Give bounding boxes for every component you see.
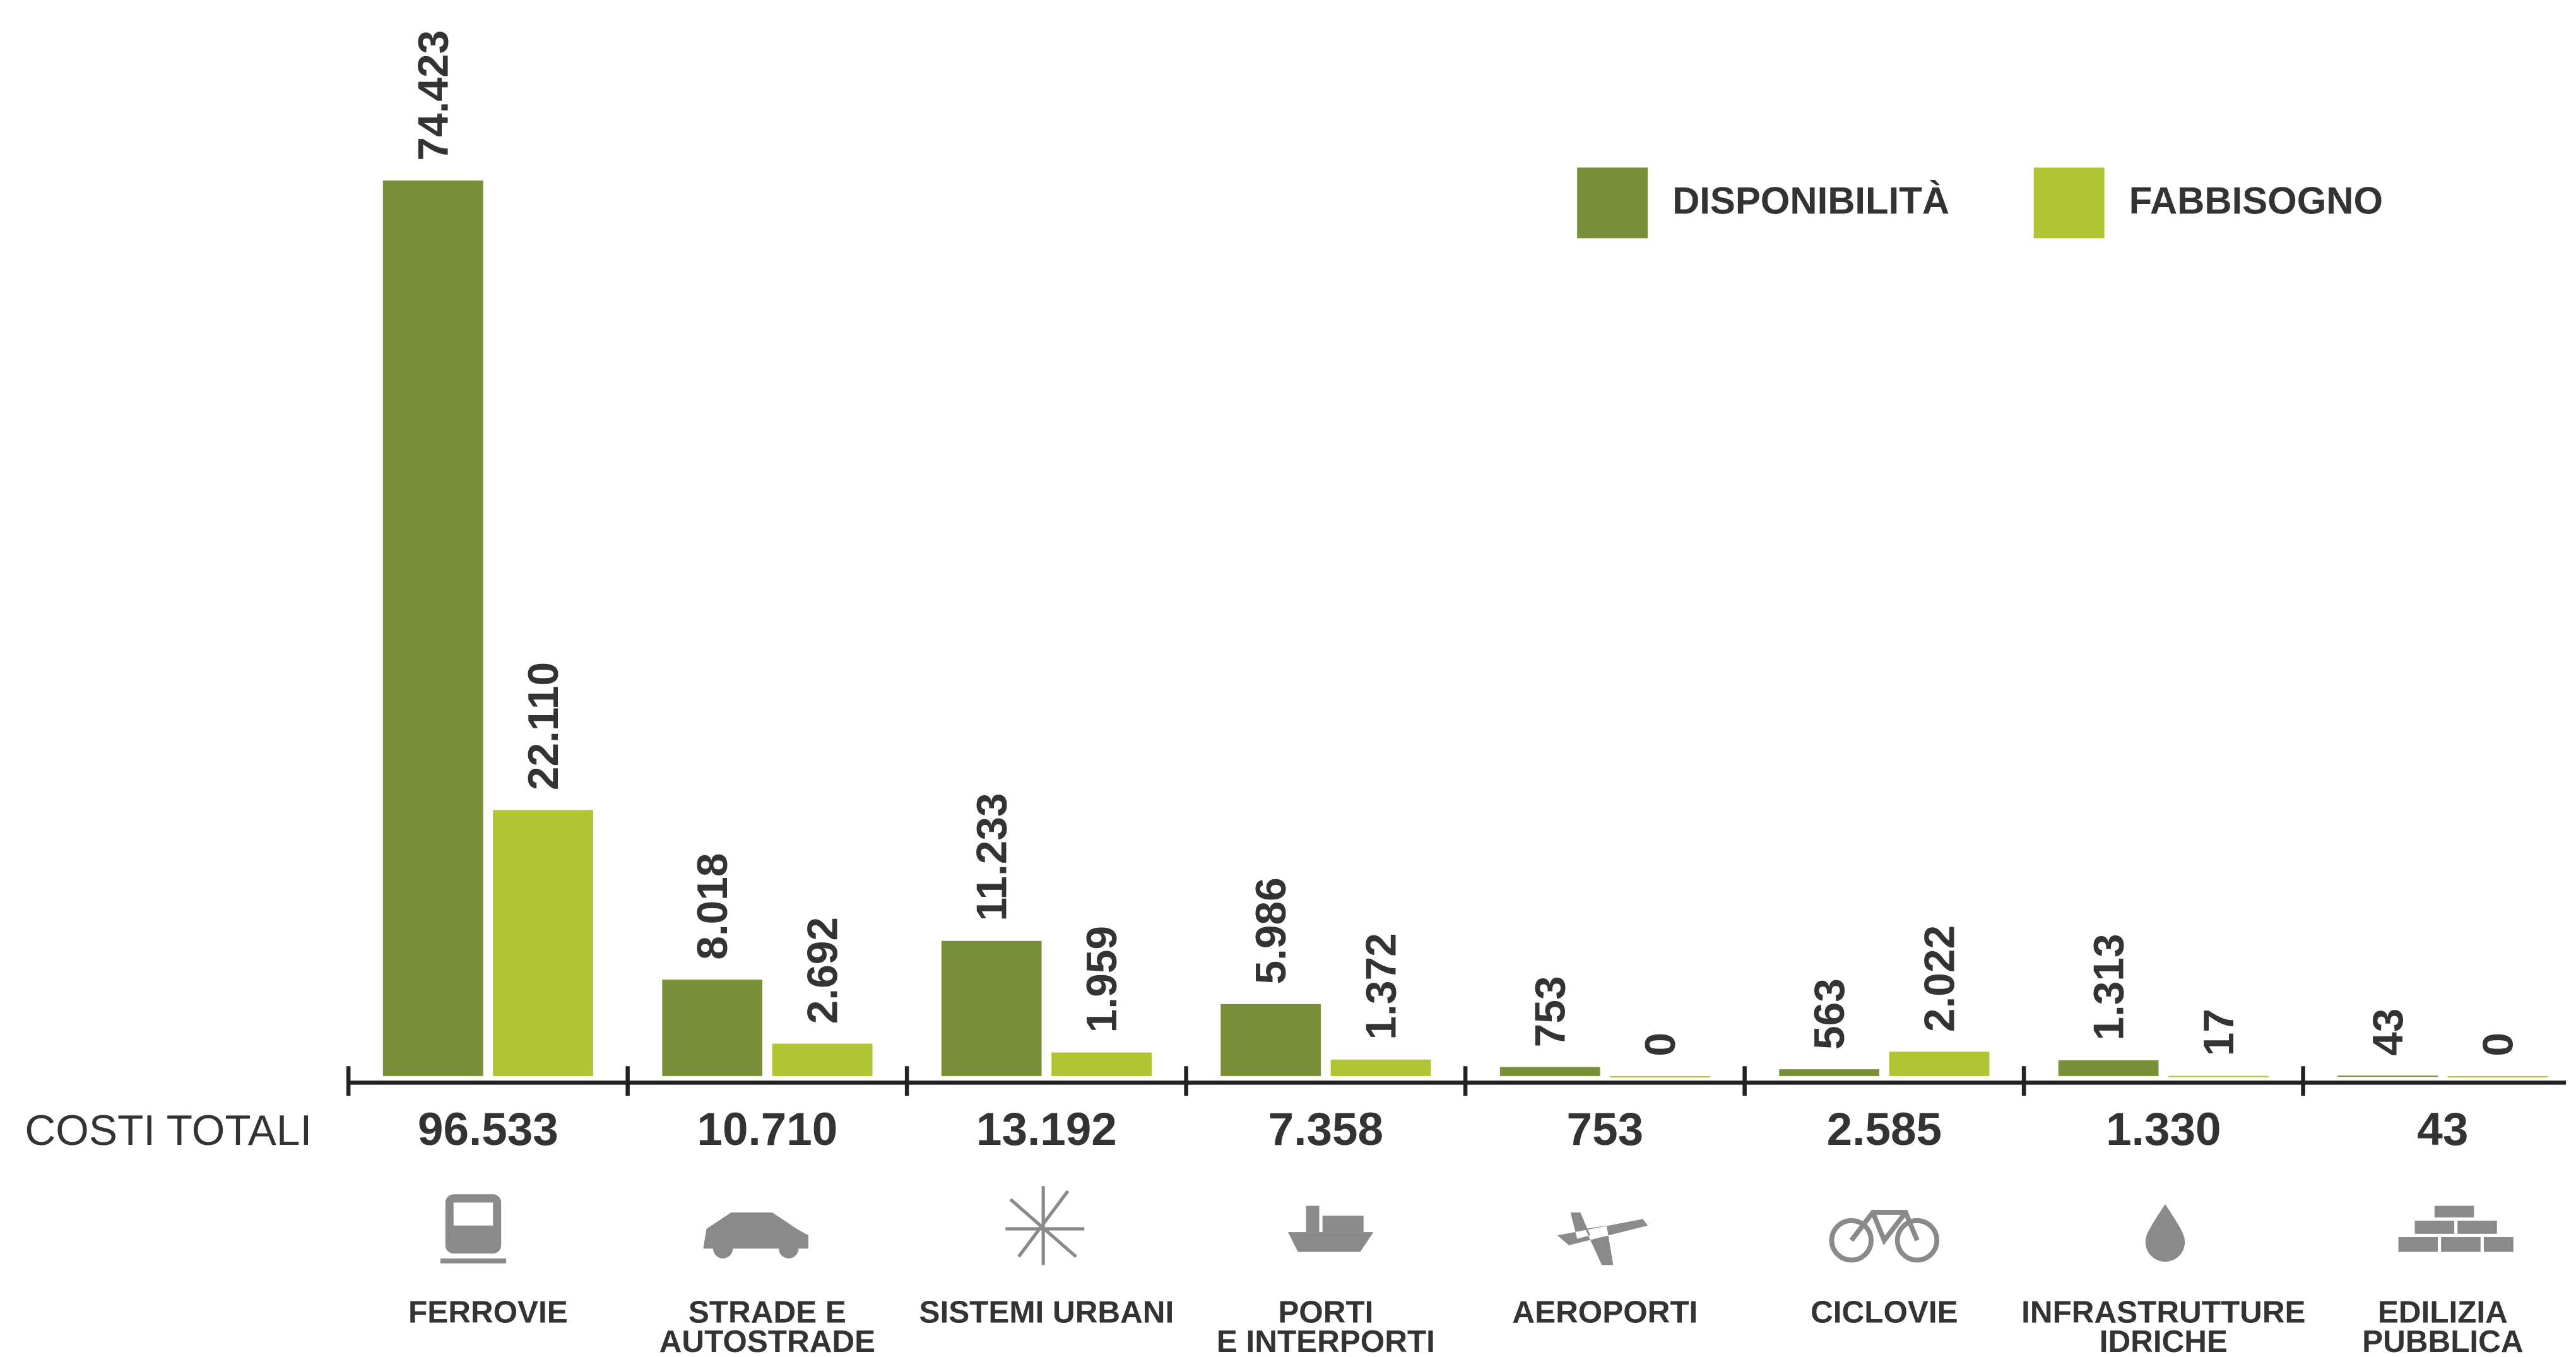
category-label: E INTERPORTI [1217, 1324, 1435, 1357]
value-label: 8.018 [689, 853, 736, 959]
category-label: CICLOVIE [1811, 1295, 1958, 1329]
icon-drop [2145, 1204, 2185, 1262]
icon-plane [1557, 1212, 1648, 1265]
category-label: INFRASTRUTTURE [2021, 1295, 2305, 1329]
value-label: 753 [1527, 976, 1575, 1047]
legend-swatch [1577, 167, 1648, 239]
icon-train-window [453, 1202, 493, 1226]
total-label: 43 [2417, 1104, 2468, 1155]
category-label: PORTI [1278, 1295, 1373, 1329]
icon-containers [1322, 1216, 1364, 1233]
bar [1499, 1067, 1600, 1076]
icon-wheel [779, 1238, 799, 1259]
bar [2168, 1076, 2269, 1077]
icon-ship-tower [1306, 1206, 1320, 1233]
bar [1779, 1069, 1880, 1076]
bar [382, 180, 483, 1076]
value-label: 5.986 [1248, 877, 1295, 984]
icon-car [703, 1212, 808, 1249]
total-label: 10.710 [697, 1104, 837, 1155]
icon-ship [1288, 1232, 1374, 1252]
bar [2337, 1076, 2438, 1077]
legend-label: DISPONIBILITÀ [1672, 179, 1949, 222]
bar [1220, 1004, 1321, 1076]
value-label: 2.692 [800, 917, 847, 1024]
total-label: 96.533 [418, 1104, 558, 1155]
value-label: 563 [1806, 978, 1853, 1050]
legend-label: FABBISOGNO [2129, 179, 2383, 222]
bar [1330, 1059, 1431, 1076]
legend-swatch [2033, 167, 2105, 239]
totals-title: COSTI TOTALI [25, 1107, 312, 1154]
value-label: 74.423 [410, 30, 458, 161]
value-label: 1.313 [2086, 933, 2133, 1040]
total-label: 7.358 [1268, 1104, 1383, 1155]
bar [493, 810, 593, 1076]
category-label: AUTOSTRADE [659, 1324, 875, 1357]
value-label: 1.959 [1078, 926, 1126, 1033]
total-label: 2.585 [1827, 1104, 1942, 1155]
icons [440, 1186, 2514, 1265]
value-label: 22.110 [520, 662, 567, 790]
total-label: 1.330 [2106, 1104, 2221, 1155]
bar [1051, 1052, 1152, 1076]
bar [2447, 1076, 2548, 1077]
category-label: SISTEMI URBANI [919, 1295, 1174, 1329]
value-label: 1.372 [1357, 933, 1405, 1040]
icon-wheel [712, 1238, 733, 1259]
total-label: 753 [1567, 1104, 1644, 1155]
category-label: AEROPORTI [1512, 1295, 1698, 1329]
value-label: 0 [2474, 1033, 2522, 1057]
icon-bricks [2398, 1206, 2514, 1252]
total-label: 13.192 [976, 1104, 1117, 1155]
category-label: FERROVIE [408, 1295, 568, 1329]
icon-urban [1005, 1186, 1085, 1265]
value-label: 0 [1637, 1033, 1684, 1057]
bar [2058, 1060, 2159, 1076]
bar [1889, 1052, 1990, 1076]
category-label: PUBBLICA [2362, 1324, 2523, 1357]
icon-bike [1829, 1210, 1940, 1263]
value-label: 11.233 [969, 793, 1016, 921]
bar [662, 980, 763, 1076]
bar [941, 940, 1042, 1076]
icon-rail [440, 1258, 507, 1264]
category-label: IDRICHE [2100, 1324, 2228, 1357]
bar [772, 1043, 873, 1076]
value-label: 43 [2365, 1009, 2412, 1056]
value-label: 2.022 [1916, 925, 1963, 1032]
value-label: 17 [2195, 1009, 2243, 1056]
category-label: STRADE E [688, 1295, 846, 1329]
bar [1610, 1076, 1710, 1077]
category-label: EDILIZIA [2378, 1295, 2508, 1329]
